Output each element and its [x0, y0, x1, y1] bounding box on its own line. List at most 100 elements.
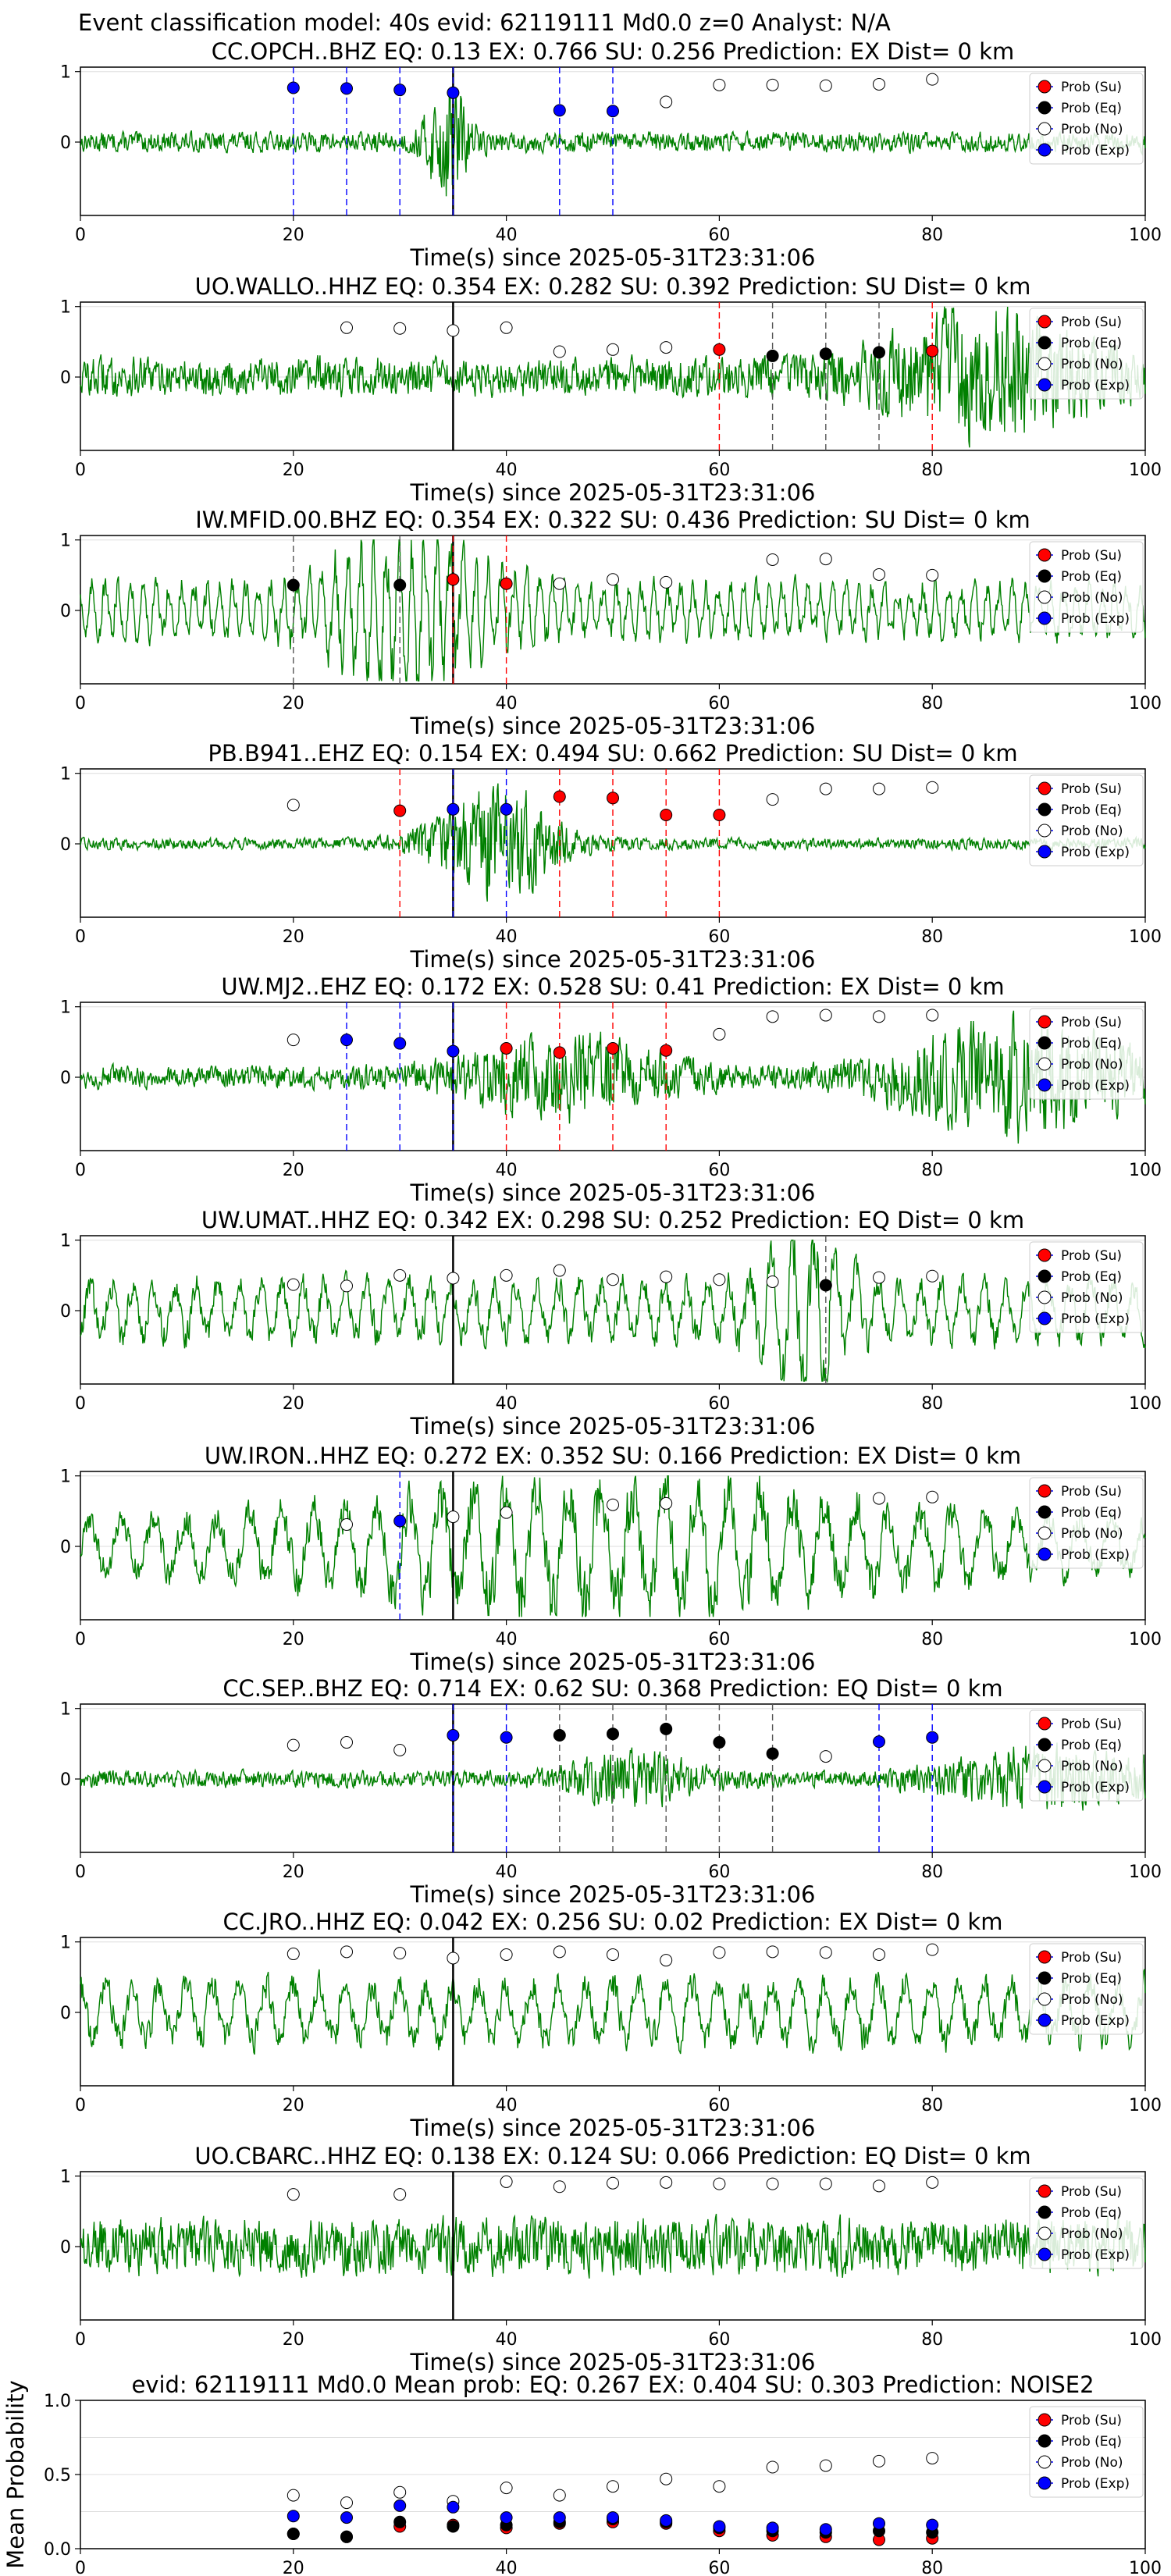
legend-box — [1029, 541, 1144, 633]
mean-prob-marker-no — [393, 2485, 407, 2499]
mean-prob-marker-no — [926, 2452, 939, 2465]
prob-marker-no — [553, 2180, 566, 2194]
x-tick-label: 100 — [1129, 1630, 1162, 1649]
prob-marker-no — [873, 1010, 885, 1023]
prob-marker-no — [766, 1945, 779, 1959]
waveform-trace — [80, 1239, 1146, 1384]
prob-marker-exp — [340, 82, 353, 95]
x-tick-label: 60 — [708, 1394, 730, 1414]
prob-marker-su — [926, 344, 939, 358]
prob-marker-no — [340, 321, 353, 334]
x-tick-label: 0 — [75, 1863, 86, 1882]
prob-marker-exp — [393, 84, 407, 97]
mean-prob-marker-eq — [287, 2528, 300, 2540]
legend-marker — [1038, 1759, 1052, 1773]
prob-marker-no — [766, 2177, 779, 2190]
y-tick-label: 0 — [60, 2004, 71, 2023]
x-tick-label: 20 — [283, 927, 304, 947]
legend-marker — [1038, 824, 1052, 838]
mean-prob-marker-no — [340, 2496, 353, 2510]
x-tick-label: 0 — [75, 1161, 86, 1180]
x-tick-label: 80 — [921, 1161, 943, 1180]
prob-marker-no — [553, 1264, 566, 1277]
legend-marker — [1038, 2247, 1052, 2261]
prob-marker-su — [500, 577, 513, 590]
legend-marker — [1038, 2226, 1052, 2240]
mean-prob-marker-no — [819, 2459, 832, 2472]
x-tick-label: 80 — [921, 1394, 943, 1414]
x-tick-label: 0 — [75, 226, 86, 245]
legend-marker — [1038, 2434, 1052, 2448]
prob-marker-no — [926, 781, 939, 794]
x-tick-label: 100 — [1129, 694, 1162, 713]
y-tick-label: 0 — [60, 368, 71, 388]
x-tick-label: 60 — [708, 1630, 730, 1649]
prob-marker-no — [766, 1275, 779, 1288]
prob-marker-no — [819, 2177, 832, 2190]
legend-label: Prob (No) — [1061, 2455, 1123, 2471]
prob-marker-no — [607, 1498, 619, 1511]
x-axis-label: Time(s) since 2025-05-31T23:31:06 — [410, 713, 816, 739]
prob-marker-no — [873, 2179, 885, 2193]
x-axis-label: Time(s) since 2025-05-31T23:31:06 — [410, 2115, 816, 2141]
legend-marker — [1038, 1015, 1052, 1029]
mean-prob-marker-no — [713, 2480, 726, 2493]
legend-label: Prob (No) — [1061, 824, 1123, 839]
legend-label: Prob (Exp) — [1061, 2476, 1130, 2492]
prob-marker-eq — [607, 1727, 619, 1741]
legend-label: Prob (No) — [1061, 1057, 1123, 1073]
panel-title: CC.JRO..HHZ EQ: 0.042 EX: 0.256 SU: 0.02… — [223, 1909, 1003, 1935]
prob-marker-eq — [287, 578, 300, 592]
prob-marker-su — [660, 1044, 673, 1057]
prob-marker-no — [340, 1945, 353, 1959]
x-tick-label: 80 — [921, 226, 943, 245]
prob-marker-no — [926, 1490, 939, 1503]
legend-box — [1029, 1477, 1144, 1569]
legend-marker — [1038, 80, 1052, 94]
prob-marker-su — [393, 804, 407, 817]
x-axis-label: Time(s) since 2025-05-31T23:31:06 — [410, 1649, 816, 1675]
panel-title: UO.WALLO..HHZ EQ: 0.354 EX: 0.282 SU: 0.… — [195, 273, 1031, 300]
x-tick-label: 100 — [1129, 1161, 1162, 1180]
x-tick-label: 0 — [75, 1394, 86, 1414]
x-tick-label: 80 — [921, 1863, 943, 1882]
y-tick-label: 1 — [60, 765, 71, 785]
x-tick-label: 0 — [75, 2330, 86, 2350]
legend-marker — [1038, 2184, 1052, 2198]
legend-label: Prob (No) — [1061, 1526, 1123, 1542]
x-tick-label: 60 — [708, 2330, 730, 2350]
legend-label: Prob (Eq) — [1061, 1738, 1122, 1753]
legend-marker — [1038, 1717, 1052, 1731]
legend-label: Prob (Eq) — [1061, 1269, 1122, 1285]
prob-marker-su — [607, 1041, 619, 1055]
prob-marker-su — [660, 808, 673, 821]
prob-marker-no — [873, 1492, 885, 1505]
station-panel: PB.B941..EHZ EQ: 0.154 EX: 0.494 SU: 0.6… — [60, 740, 1162, 973]
legend-box — [1029, 1943, 1144, 2035]
legend-label: Prob (Su) — [1061, 1717, 1122, 1732]
y-tick-label: 1 — [60, 532, 71, 551]
prob-marker-no — [873, 77, 885, 91]
y-tick-label: 0 — [60, 1770, 71, 1790]
x-tick-label: 0 — [75, 927, 86, 947]
x-tick-label: 40 — [496, 1630, 518, 1649]
prob-marker-no — [819, 782, 832, 795]
x-tick-label: 20 — [283, 461, 304, 480]
prob-marker-exp — [393, 1037, 407, 1050]
axes-frame — [80, 1471, 1146, 1621]
mean-prob-marker-exp — [393, 2499, 407, 2512]
legend-label: Prob (Su) — [1061, 1484, 1122, 1500]
legend-box — [1029, 1241, 1144, 1333]
x-tick-label: 100 — [1129, 2559, 1162, 2576]
y-tick-label: 1 — [60, 1934, 71, 1953]
legend-label: Prob (Exp) — [1061, 1311, 1130, 1327]
prob-marker-no — [713, 78, 726, 91]
prob-marker-eq — [766, 349, 779, 362]
mean-prob-marker-exp — [873, 2517, 885, 2530]
station-panel: UO.CBARC..HHZ EQ: 0.138 EX: 0.124 SU: 0.… — [60, 2143, 1162, 2375]
legend-box — [1029, 1710, 1144, 1802]
prob-marker-no — [287, 1738, 300, 1752]
y-tick-label: 1 — [60, 1468, 71, 1487]
x-tick-label: 20 — [283, 694, 304, 713]
legend-label: Prob (Su) — [1061, 781, 1122, 797]
